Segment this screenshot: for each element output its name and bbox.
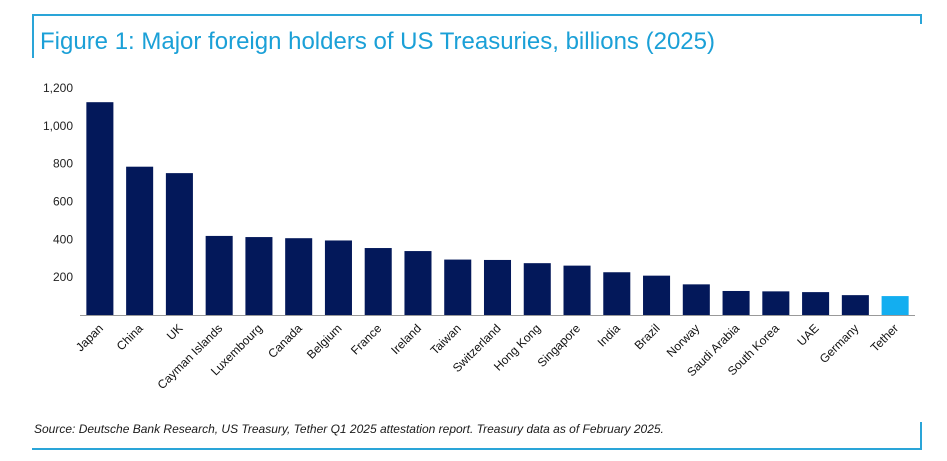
bar-france: [365, 248, 392, 315]
x-tick-label: Canada: [265, 321, 305, 361]
bar-india: [603, 272, 630, 315]
bar-south-korea: [762, 291, 789, 315]
frame-top-right-tick: [920, 14, 922, 24]
bar-brazil: [643, 276, 670, 315]
y-tick-label: 600: [53, 195, 73, 209]
y-tick-label: 800: [53, 157, 73, 171]
bar-uk: [166, 173, 193, 315]
x-tick-label: Belgium: [304, 321, 345, 362]
y-tick-label: 200: [53, 270, 73, 284]
frame-bottom-rule: [32, 448, 922, 450]
y-axis: 200 400 600 800 1,000 1,200: [43, 81, 73, 284]
bar-ireland: [404, 251, 431, 315]
bar-singapore: [564, 266, 591, 315]
x-tick-label: Singapore: [535, 321, 584, 370]
figure-title: Figure 1: Major foreign holders of US Tr…: [40, 28, 715, 56]
x-tick-label: Tether: [868, 321, 901, 354]
frame-top-rule: [32, 14, 922, 16]
x-tick-label: Norway: [664, 321, 703, 360]
source-note: Source: Deutsche Bank Research, US Treas…: [34, 422, 664, 436]
bar-uae: [802, 292, 829, 315]
bar-canada: [285, 238, 312, 315]
bar-tether: [882, 296, 909, 315]
y-tick-label: 400: [53, 232, 73, 246]
bar-switzerland: [484, 260, 511, 315]
bar-germany: [842, 295, 869, 315]
x-tick-label: UAE: [794, 321, 821, 348]
x-tick-label: UK: [164, 321, 186, 343]
bar-japan: [86, 102, 113, 315]
bar-cayman-islands: [206, 236, 233, 315]
x-tick-label: Ireland: [388, 321, 424, 357]
y-tick-label: 1,200: [43, 81, 73, 95]
x-tick-label: Taiwan: [428, 321, 464, 357]
frame-bottom-right-tick: [920, 422, 922, 450]
bars: [86, 102, 908, 315]
bar-norway: [683, 284, 710, 315]
bar-saudi-arabia: [723, 291, 750, 315]
x-tick-label: India: [595, 321, 624, 350]
x-tick-label: Japan: [73, 321, 106, 354]
frame-left-rule: [32, 14, 34, 58]
bar-china: [126, 167, 153, 315]
x-tick-label: France: [348, 321, 385, 358]
y-tick-label: 1,000: [43, 119, 73, 133]
bar-taiwan: [444, 260, 471, 315]
bar-hong-kong: [524, 263, 551, 315]
x-tick-label: Brazil: [632, 321, 663, 352]
bar-belgium: [325, 240, 352, 315]
x-tick-label: China: [114, 321, 146, 353]
bar-luxembourg: [245, 237, 272, 315]
x-tick-label: Germany: [817, 321, 862, 366]
